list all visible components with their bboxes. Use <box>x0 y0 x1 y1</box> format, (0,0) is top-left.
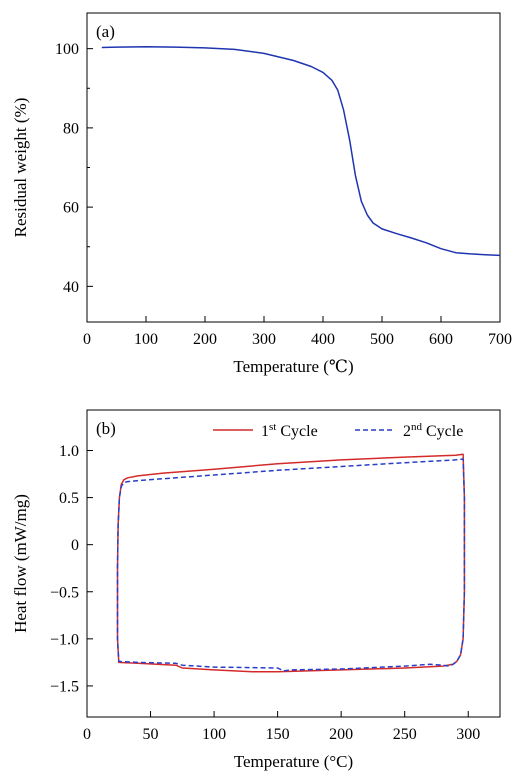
legend-label-superscript: nd <box>411 421 423 433</box>
x-tick-label: 100 <box>202 726 226 743</box>
x-tick-label: 0 <box>83 726 91 743</box>
x-axis-label: Temperature (°C) <box>234 752 353 771</box>
x-tick-label: 500 <box>370 331 394 348</box>
y-axis-label: Heat flow (mW/mg) <box>11 494 30 633</box>
legend-label-number: 2 <box>403 423 411 440</box>
legend: 1st Cycle 2nd Cycle <box>213 421 463 440</box>
series-line-1 <box>116 453 466 673</box>
x-tick-label: 300 <box>456 726 480 743</box>
x-tick-label: 100 <box>134 331 158 348</box>
x-tick-label: 0 <box>83 331 91 348</box>
legend-label-superscript: st <box>269 421 276 433</box>
y-tick-label: 60 <box>63 200 79 217</box>
x-tick-label: 300 <box>252 331 276 348</box>
legend-label-2: 2nd Cycle <box>403 421 463 440</box>
panel-label: (b) <box>96 419 116 438</box>
x-tick-label: 50 <box>143 726 159 743</box>
y-tick-label: 0.5 <box>59 490 79 507</box>
y-tick-label: 40 <box>63 279 79 296</box>
series-line-1 <box>101 45 501 257</box>
y-tick-label: 80 <box>63 120 79 137</box>
y-tick-label: −1.5 <box>50 678 79 695</box>
x-tick-label: 200 <box>193 331 217 348</box>
x-tick-label: 250 <box>393 726 417 743</box>
series-line-2 <box>116 458 466 672</box>
y-tick-label: 0 <box>71 537 79 554</box>
x-tick-label: 150 <box>266 726 290 743</box>
panel-label: (a) <box>96 22 115 41</box>
legend-label-1: 1st Cycle <box>261 421 318 440</box>
legend-label-text: Cycle <box>422 423 463 440</box>
y-tick-label: −1.0 <box>50 631 79 648</box>
plot-frame <box>86 12 501 323</box>
panel-b-chart: 0 50 100 150 200 250 300 −1.5 −1.0 −0.5 0 0.5 1.0 Tem… <box>11 409 501 771</box>
y-tick-label: 1.0 <box>59 443 79 460</box>
y-tick-label: 100 <box>55 41 79 58</box>
y-axis-label: Residual weight (%) <box>11 98 30 238</box>
y-tick-label: −0.5 <box>50 584 79 601</box>
legend-label-number: 1 <box>261 423 269 440</box>
panel-a-chart: 0 100 200 300 400 500 600 700 40 60 80 100 Temperatu… <box>11 12 512 376</box>
legend-label-text: Cycle <box>276 423 317 440</box>
x-tick-label: 200 <box>329 726 353 743</box>
plot-frame <box>86 409 501 718</box>
x-tick-label: 400 <box>311 331 335 348</box>
x-tick-label: 600 <box>429 331 453 348</box>
x-tick-label: 700 <box>488 331 512 348</box>
x-axis-label: Temperature (℃) <box>233 357 353 376</box>
